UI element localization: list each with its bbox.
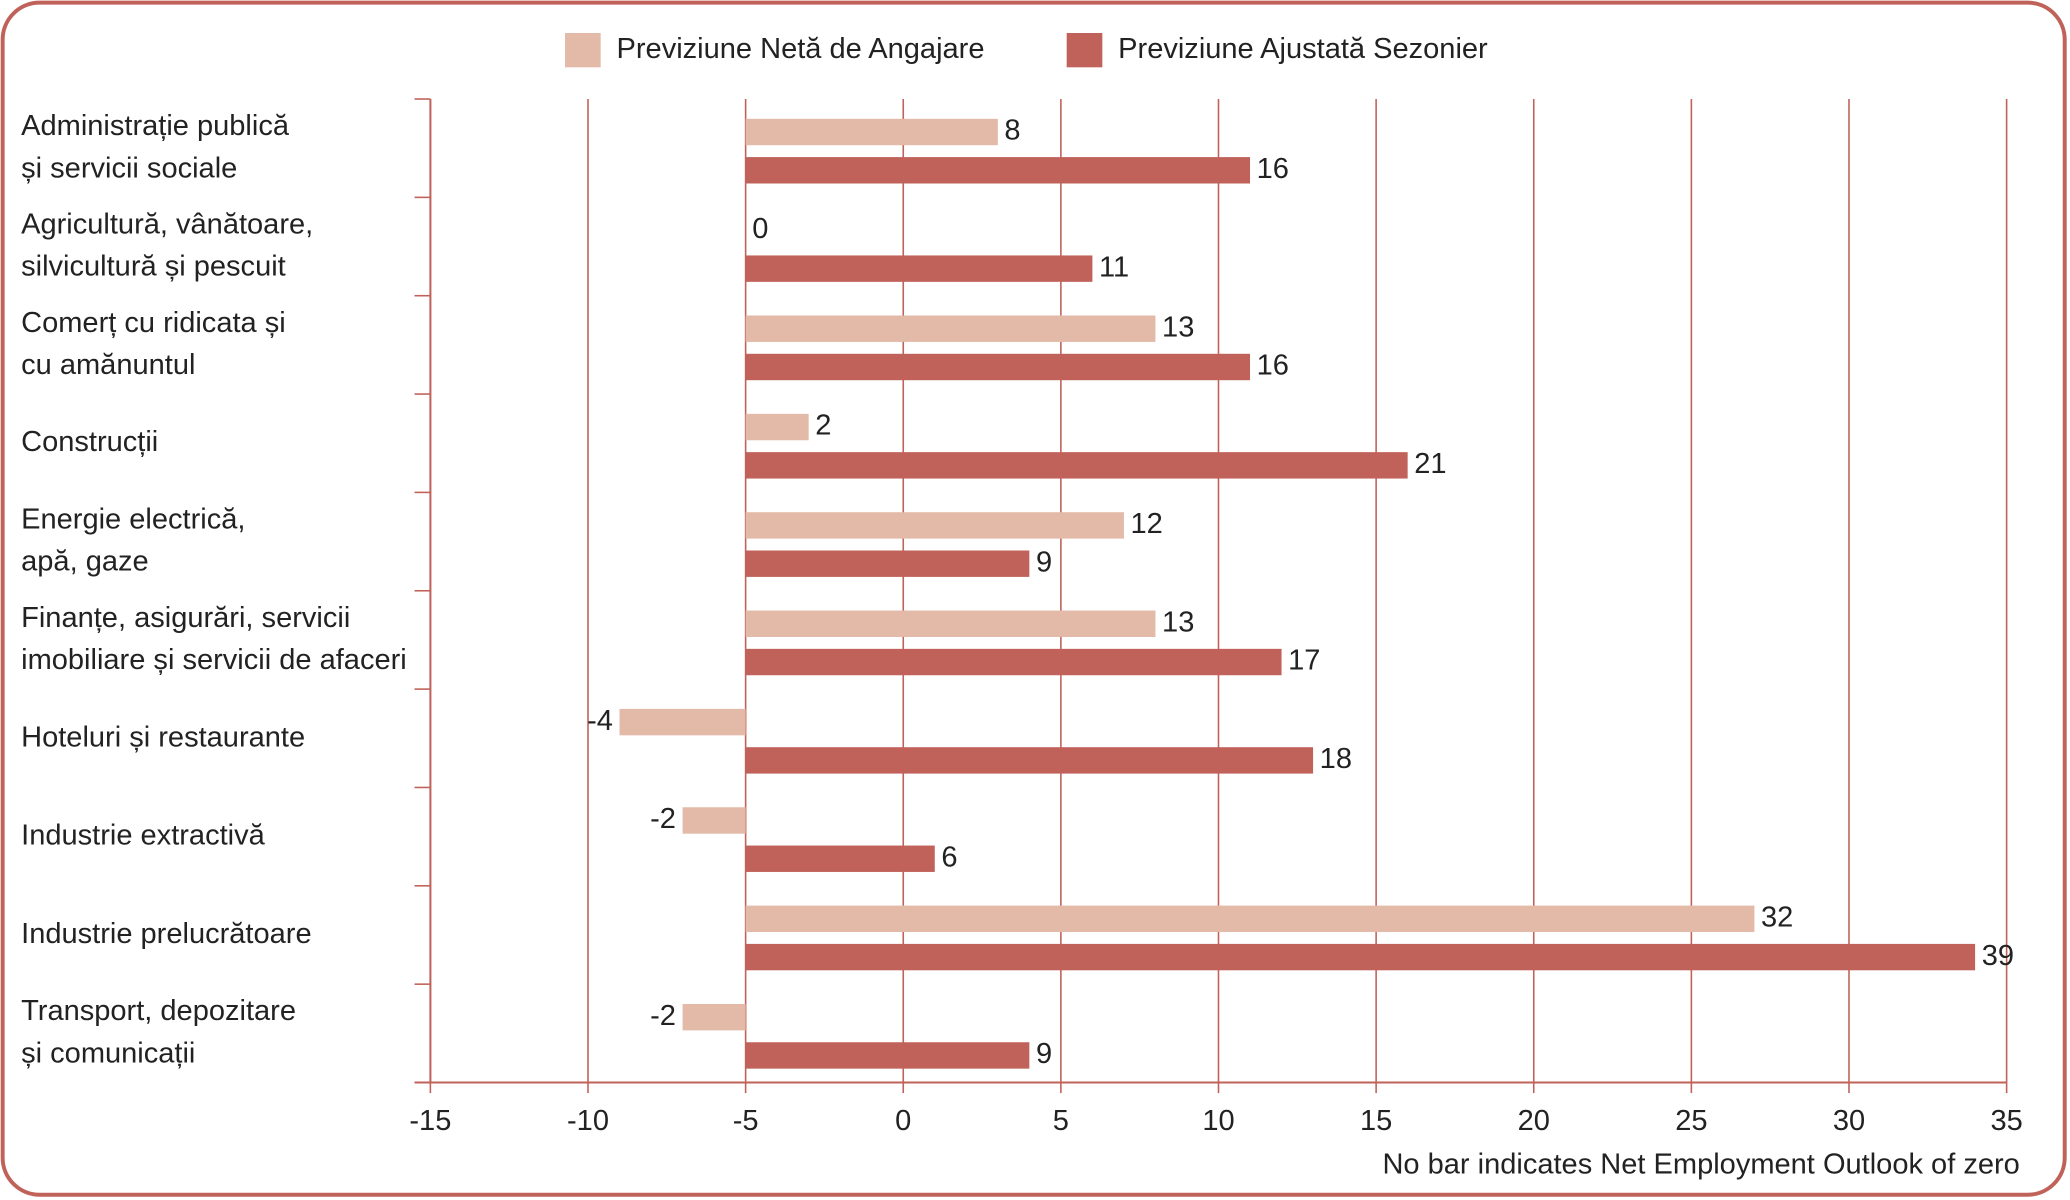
x-tick-label: -10 <box>567 1105 609 1137</box>
legend-label: Previziune Ajustată Sezonier <box>1118 33 1488 65</box>
value-label: 12 <box>1131 508 1163 540</box>
x-tick-label: -5 <box>733 1105 759 1137</box>
category-line: Transport, depozitare <box>21 995 296 1027</box>
x-tick-label: 0 <box>895 1105 911 1137</box>
category-line: Construcții <box>21 426 158 458</box>
value-label: 2 <box>815 410 831 442</box>
bar <box>745 255 1093 282</box>
category-label: Energie electrică, apă, gaze <box>21 503 245 577</box>
value-label: 17 <box>1288 645 1320 677</box>
category-line: Energie electrică, <box>21 503 245 535</box>
category-line: Administrație publică <box>21 110 290 142</box>
bar <box>745 353 1251 381</box>
bar <box>745 315 1156 342</box>
value-label: 13 <box>1162 311 1194 343</box>
bar <box>745 943 1976 971</box>
x-tick-label: 10 <box>1202 1105 1234 1137</box>
value-label: 16 <box>1257 350 1289 382</box>
x-tick-label: 15 <box>1360 1105 1392 1137</box>
category-line: Agricultură, vânătoare, <box>21 208 313 240</box>
category-label: Agricultură, vânătoare, silvicultură și p… <box>21 208 313 282</box>
category-line: Comerț cu ridicata și <box>21 306 286 338</box>
value-label: 8 <box>1004 115 1020 147</box>
value-label: 6 <box>941 841 957 873</box>
bar <box>745 610 1156 637</box>
value-label: 18 <box>1320 743 1352 775</box>
category-label: Finanțe, asigurări, servicii imobiliare ș… <box>21 601 407 675</box>
bar <box>745 905 1755 933</box>
legend-label: Previziune Netă de Angajare <box>617 33 985 65</box>
legend-swatch <box>565 33 601 68</box>
x-tick-label: -15 <box>409 1105 451 1137</box>
value-label: 39 <box>1982 940 2014 972</box>
x-tick-label: 25 <box>1675 1105 1707 1137</box>
bar <box>745 1042 1030 1069</box>
legend-swatch <box>1066 33 1103 68</box>
category-label: Industrie extractivă <box>21 819 266 851</box>
category-line: Industrie extractivă <box>21 819 266 851</box>
bar <box>682 807 746 834</box>
category-line: și servicii sociale <box>21 152 237 184</box>
category-line: Finanțe, asigurări, servicii <box>21 601 350 633</box>
footnote: No bar indicates Net Employment Outlook … <box>1382 1148 2019 1180</box>
bar <box>745 413 809 441</box>
x-tick-label: 5 <box>1053 1105 1069 1137</box>
category-line: imobiliare și servicii de afaceri <box>21 644 407 676</box>
bar <box>745 747 1314 774</box>
bar <box>745 452 1408 479</box>
x-tick-label: 30 <box>1833 1105 1865 1137</box>
value-label: 9 <box>1036 1038 1052 1070</box>
bar <box>682 1003 746 1031</box>
x-tick-label: 35 <box>1990 1105 2022 1137</box>
category-line: cu amănuntul <box>21 349 195 381</box>
value-label: -4 <box>587 705 613 737</box>
value-label: -2 <box>650 1000 676 1032</box>
value-label: 32 <box>1761 901 1793 933</box>
category-label: Comerț cu ridicata și cu amănuntul <box>21 306 286 380</box>
category-label: Construcții <box>21 426 158 458</box>
bar <box>619 708 746 736</box>
category-line: silvicultură și pescuit <box>21 250 286 282</box>
value-label: 16 <box>1257 153 1289 185</box>
bar <box>745 512 1124 539</box>
value-label: -2 <box>650 803 676 835</box>
bar <box>745 648 1282 676</box>
value-label: 11 <box>1099 251 1129 283</box>
category-label: Administrație publică și servicii sociale <box>21 110 290 184</box>
category-label: Industrie prelucrătoare <box>21 918 311 950</box>
category-label: Transport, depozitare și comunicații <box>21 995 296 1069</box>
value-label: 13 <box>1162 606 1194 638</box>
bar <box>745 845 935 872</box>
category-line: apă, gaze <box>21 545 149 577</box>
value-label: 9 <box>1036 546 1052 578</box>
category-line: Hoteluri și restaurante <box>21 721 305 753</box>
bar <box>745 118 998 146</box>
value-label: 0 <box>752 213 768 245</box>
category-line: Industrie prelucrătoare <box>21 918 311 950</box>
bar <box>745 550 1030 577</box>
category-line: și comunicații <box>21 1037 195 1069</box>
x-tick-label: 20 <box>1518 1105 1550 1137</box>
category-label: Hoteluri și restaurante <box>21 721 305 753</box>
bar <box>745 157 1251 184</box>
value-label: 21 <box>1414 448 1446 480</box>
